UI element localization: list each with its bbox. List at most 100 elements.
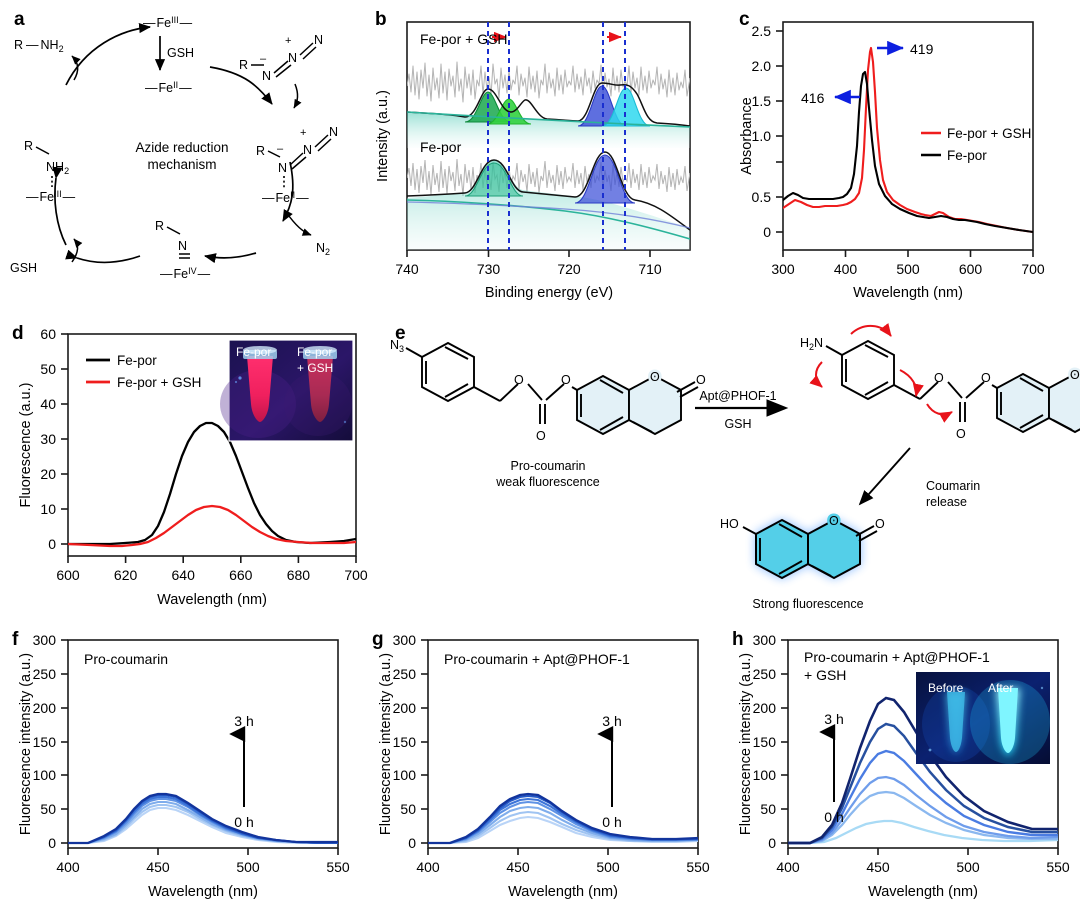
svg-text:0: 0 bbox=[763, 224, 771, 240]
svg-text:250: 250 bbox=[33, 666, 57, 682]
panel-f-x-axis: 400 450 500 550 bbox=[56, 848, 350, 875]
panel-e-left-caption-2: weak fluorescence bbox=[495, 475, 600, 489]
panel-g-arrow-bottom-label: 0 h bbox=[602, 814, 621, 830]
panel-d-ylabel: Fluorescence (a.u.) bbox=[18, 383, 34, 508]
panel-b-trace-label-gsh: Fe-por + GSH bbox=[420, 31, 508, 47]
panel-e-pro-coumarin: N3 O O O bbox=[390, 338, 706, 489]
panel-b-xtick-0: 740 bbox=[395, 261, 419, 277]
panel-c-chart: 419 416 Fe-por + GSH Fe-por 0 0.5 1.0 1.… bbox=[739, 21, 1045, 301]
panel-c-x-axis: 300 400 500 600 700 bbox=[771, 250, 1045, 277]
panel-h-y-axis: 0 50 100 150 200 250 300 bbox=[753, 632, 788, 851]
svg-text:–: – bbox=[277, 143, 284, 155]
panel-e-carbonyl-o: O bbox=[536, 429, 546, 443]
panel-d-label: d bbox=[12, 323, 24, 344]
panel-e-bottom-caption: Strong fluorescence bbox=[752, 597, 863, 611]
panel-e-amine-label: H2N bbox=[800, 336, 823, 352]
panel-e-scheme: N3 O O O bbox=[390, 323, 1080, 611]
panel-e-product-lactone-o: O bbox=[875, 517, 885, 531]
panel-c-annotation-419: 419 bbox=[877, 40, 934, 57]
svg-text:N: N bbox=[288, 51, 297, 65]
panel-h-chart: Pro-coumarin + Apt@PHOF-1 + GSH 3 h 0 h bbox=[738, 632, 1070, 900]
panel-a: a GSH R — NH2 —FeIII— —FeII bbox=[0, 0, 365, 312]
panel-h-label: h bbox=[732, 629, 744, 650]
svg-text:680: 680 bbox=[287, 567, 311, 583]
svg-text:2.0: 2.0 bbox=[752, 58, 772, 74]
svg-text:50: 50 bbox=[40, 361, 56, 377]
svg-text:N: N bbox=[303, 143, 312, 157]
panel-d: d Fe-por Fe-por + GSH bbox=[0, 312, 370, 617]
svg-text:500: 500 bbox=[596, 859, 620, 875]
panel-h-title-2: + GSH bbox=[804, 667, 846, 683]
panel-g-chart: Pro-coumarin + Apt@PHOF-1 3 h 0 h 0 50 bbox=[378, 632, 710, 900]
panel-f-chart: Pro-coumarin 3 h 0 h 0 50 100 bbox=[18, 632, 350, 900]
svg-text:100: 100 bbox=[393, 767, 417, 783]
svg-text:N: N bbox=[314, 33, 323, 47]
svg-text:200: 200 bbox=[393, 700, 417, 716]
panel-a-gsh-bottom: GSH bbox=[10, 261, 37, 275]
panel-d-x-axis: 600 620 640 660 680 700 bbox=[56, 556, 368, 583]
panel-e: e N3 bbox=[370, 312, 1080, 622]
panel-d-inset-photo: Fe-por Fe-por + GSH bbox=[220, 339, 354, 442]
svg-text:R: R bbox=[24, 139, 33, 153]
panel-f-label: f bbox=[12, 629, 19, 650]
panel-e-label: e bbox=[395, 323, 406, 344]
svg-text:R: R bbox=[239, 58, 248, 72]
svg-text:300: 300 bbox=[771, 261, 795, 277]
panel-e-o2: O bbox=[561, 373, 571, 387]
svg-text:1.0: 1.0 bbox=[752, 128, 772, 144]
panel-b-chart: Fe-por + GSH Fe-por 740 730 720 710 Bind… bbox=[375, 21, 691, 301]
panel-c-label: c bbox=[739, 9, 750, 30]
panel-b: b bbox=[365, 0, 735, 312]
panel-d-inset-label-left: Fe-por bbox=[236, 345, 271, 359]
svg-text:50: 50 bbox=[760, 801, 776, 817]
svg-text:300: 300 bbox=[753, 632, 777, 648]
panel-g-time-arrow: 3 h 0 h bbox=[597, 713, 622, 830]
svg-text:200: 200 bbox=[33, 700, 57, 716]
panel-d-chart: Fe-por Fe-por + GSH Fe-por Fe-por + GSH bbox=[18, 326, 368, 608]
svg-text:40: 40 bbox=[40, 396, 56, 412]
svg-text:N: N bbox=[278, 161, 287, 175]
panel-a-bound-fe: —FeII— bbox=[262, 190, 309, 205]
panel-g-x-axis: 400 450 500 550 bbox=[416, 848, 710, 875]
svg-text:640: 640 bbox=[172, 567, 196, 583]
svg-text:400: 400 bbox=[834, 261, 858, 277]
panel-d-legend-label-0: Fe-por bbox=[117, 353, 157, 368]
svg-text:450: 450 bbox=[866, 859, 890, 875]
panel-b-xtick-1: 730 bbox=[477, 261, 501, 277]
svg-text:419: 419 bbox=[910, 41, 934, 57]
panel-a-center-title-2: mechanism bbox=[147, 157, 216, 172]
svg-text:500: 500 bbox=[956, 859, 980, 875]
panel-h-time-arrow: 3 h 0 h bbox=[819, 711, 844, 825]
panel-e-ring-o: O bbox=[650, 370, 660, 384]
panel-c-legend-label-0: Fe-por + GSH bbox=[947, 126, 1031, 141]
panel-h-arrow-bottom-label: 0 h bbox=[824, 809, 843, 825]
panel-d-y-axis: 0 10 20 30 40 50 60 bbox=[40, 326, 68, 552]
panel-g-ylabel: Fluorescence intensity (a.u.) bbox=[378, 653, 394, 835]
svg-text:10: 10 bbox=[40, 501, 56, 517]
svg-text:550: 550 bbox=[686, 859, 710, 875]
panel-c-legend: Fe-por + GSH Fe-por bbox=[921, 126, 1031, 163]
svg-text:150: 150 bbox=[753, 734, 777, 750]
panel-d-xlabel: Wavelength (nm) bbox=[157, 592, 267, 608]
panel-f-arrow-top-label: 3 h bbox=[234, 713, 253, 729]
panel-h-inset-label-right: After bbox=[988, 681, 1013, 695]
panel-e-release-label-2: release bbox=[926, 495, 967, 509]
panel-g-label: g bbox=[372, 629, 384, 650]
svg-text:R: R bbox=[155, 219, 164, 233]
svg-text:0: 0 bbox=[408, 835, 416, 851]
svg-text:400: 400 bbox=[416, 859, 440, 875]
svg-text:300: 300 bbox=[33, 632, 57, 648]
svg-text:60: 60 bbox=[40, 326, 56, 342]
svg-text:150: 150 bbox=[393, 734, 417, 750]
panel-d-inset-label-right-2: + GSH bbox=[297, 361, 333, 375]
panel-a-amine-complex: R NH2 —FeIII— bbox=[24, 139, 76, 204]
svg-text:–: – bbox=[260, 53, 267, 65]
svg-text:N: N bbox=[329, 125, 338, 139]
panel-a-gsh-top: GSH bbox=[167, 46, 194, 60]
panel-h-title-1: Pro-coumarin + Apt@PHOF-1 bbox=[804, 649, 990, 665]
panel-b-xtick-2: 720 bbox=[557, 261, 581, 277]
panel-h-curves bbox=[788, 696, 1058, 845]
panel-d-inset-label-right-1: Fe-por bbox=[297, 345, 332, 359]
panel-c-ylabel: Absorbance bbox=[739, 97, 755, 174]
panel-h-inset-photo: Before After bbox=[916, 672, 1050, 764]
